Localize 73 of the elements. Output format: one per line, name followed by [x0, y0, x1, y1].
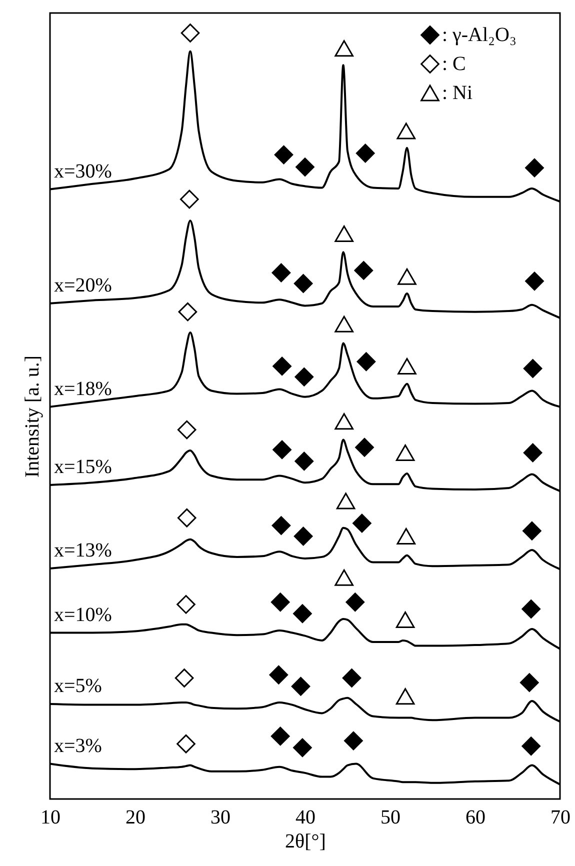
- point: [269, 666, 288, 684]
- point: [525, 272, 544, 291]
- point: [520, 673, 539, 692]
- point: [396, 688, 415, 705]
- x-tick-label: 60: [466, 806, 486, 828]
- series-label: x=3%: [54, 734, 102, 757]
- series-label: x=20%: [54, 274, 112, 296]
- point: [356, 144, 375, 163]
- point: [272, 516, 291, 535]
- x-tick-label: 30: [210, 806, 230, 828]
- point: [398, 268, 416, 285]
- point: [398, 358, 416, 374]
- point: [180, 24, 200, 42]
- point: [354, 261, 374, 280]
- point: [274, 145, 294, 164]
- point: [396, 528, 416, 545]
- series-label: x=10%: [54, 604, 112, 626]
- point: [396, 612, 415, 628]
- x-tick-label: 10: [40, 806, 60, 828]
- point: [356, 352, 376, 372]
- point: [294, 368, 314, 386]
- series-label: x=18%: [54, 378, 112, 400]
- point: [334, 413, 354, 430]
- y-axis-title: Intensity [a. u.]: [22, 355, 44, 478]
- point: [270, 592, 290, 612]
- legend-label: : γ-Al₂O₃: [442, 24, 516, 46]
- series-label: x=5%: [54, 675, 102, 698]
- point: [522, 600, 541, 618]
- point: [272, 356, 292, 376]
- point: [174, 668, 194, 688]
- x-tick-label: 50: [380, 806, 400, 828]
- point: [270, 726, 290, 746]
- series-label: x=15%: [54, 456, 112, 478]
- point: [334, 225, 354, 242]
- point: [352, 514, 372, 533]
- point: [272, 263, 291, 282]
- point: [272, 440, 292, 460]
- point: [293, 604, 312, 624]
- x-tick-label: 70: [550, 806, 570, 828]
- legend-label: : C: [442, 53, 466, 75]
- x-axis-title: 2θ[°]: [285, 830, 326, 852]
- point: [334, 569, 354, 586]
- point: [294, 274, 313, 293]
- point: [523, 443, 542, 462]
- point: [336, 492, 356, 510]
- series-label: x=30%: [54, 160, 112, 182]
- point: [522, 736, 541, 756]
- point: [344, 731, 363, 750]
- point: [525, 158, 544, 178]
- point: [342, 668, 362, 688]
- point: [176, 595, 196, 614]
- point: [334, 316, 354, 332]
- point: [177, 508, 196, 528]
- x-tick-label: 20: [126, 806, 146, 828]
- point: [294, 452, 314, 471]
- point: [177, 420, 196, 440]
- point: [396, 122, 416, 140]
- point: [346, 592, 365, 612]
- point: [291, 676, 310, 696]
- point: [296, 158, 314, 176]
- point: [176, 734, 196, 754]
- legend-label: : Ni: [442, 82, 473, 104]
- point: [293, 738, 312, 758]
- point: [396, 444, 415, 462]
- point: [355, 438, 374, 457]
- series-label: x=13%: [54, 539, 112, 562]
- point: [334, 40, 354, 57]
- point: [522, 521, 542, 540]
- x-tick-label: 40: [296, 806, 316, 828]
- point: [178, 302, 198, 322]
- point: [523, 359, 542, 378]
- point: [294, 526, 313, 546]
- point: [180, 190, 199, 209]
